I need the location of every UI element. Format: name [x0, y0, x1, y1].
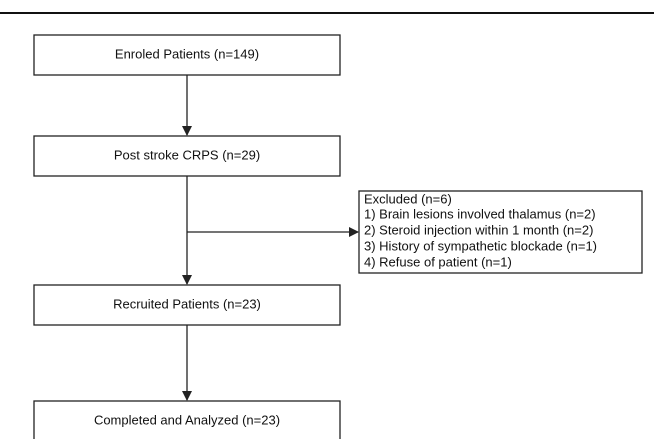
node-label: Enroled Patients (n=149) — [115, 46, 259, 61]
node-box — [33, 135, 341, 177]
excluded-title: Excluded (n=6) — [364, 191, 452, 206]
excluded-item: 3) History of sympathetic blockade (n=1) — [364, 238, 597, 253]
node-label: Recruited Patients (n=23) — [113, 296, 261, 311]
excluded-box — [358, 190, 643, 274]
node-label: Completed and Analyzed (n=23) — [94, 412, 280, 427]
node-box — [33, 400, 341, 439]
excluded-item: 2) Steroid injection within 1 month (n=2… — [364, 222, 593, 237]
node-box — [33, 284, 341, 326]
excluded-item: 1) Brain lesions involved thalamus (n=2) — [364, 206, 596, 221]
node-label: Post stroke CRPS (n=29) — [114, 147, 260, 162]
excluded-item: 4) Refuse of patient (n=1) — [364, 254, 512, 269]
